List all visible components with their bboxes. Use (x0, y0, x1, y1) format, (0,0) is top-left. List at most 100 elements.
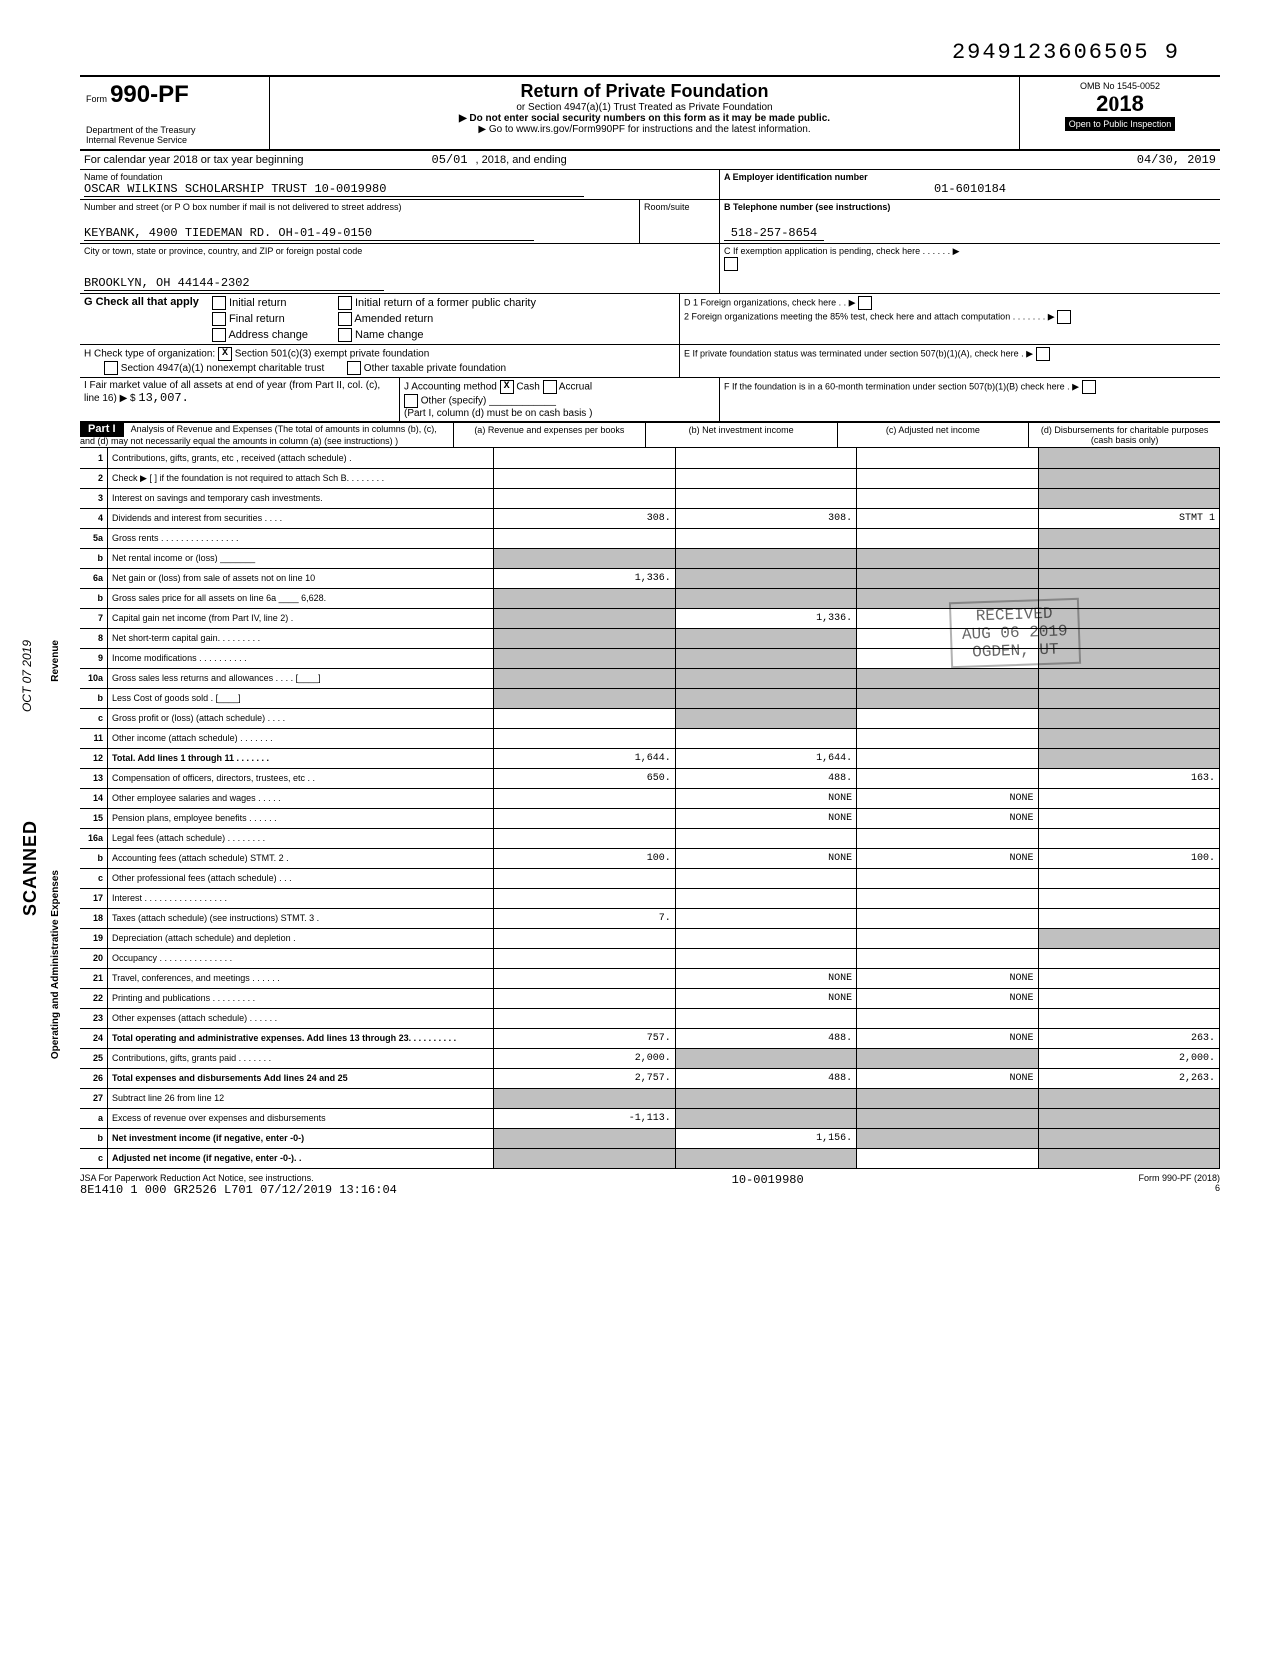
phone-value: 518-257-8654 (724, 226, 824, 241)
row-col-a (494, 1128, 675, 1148)
box-f: F If the foundation is in a 60-month ter… (724, 380, 1216, 394)
row-col-b: 488. (675, 1068, 856, 1088)
row-col-b (675, 448, 856, 468)
row-col-a (494, 488, 675, 508)
h-chk-501c3[interactable]: X (218, 347, 232, 361)
row-col-a: 757. (494, 1028, 675, 1048)
row-col-d (1038, 588, 1219, 608)
row-col-a (494, 548, 675, 568)
row-col-d (1038, 888, 1219, 908)
row-col-b: NONE (675, 988, 856, 1008)
table-row: 23Other expenses (attach schedule) . . .… (80, 1008, 1220, 1028)
row-col-b: NONE (675, 848, 856, 868)
row-desc: Income modifications . . . . . . . . . . (108, 648, 494, 668)
row-col-a (494, 448, 675, 468)
row-col-d (1038, 868, 1219, 888)
row-col-b (675, 528, 856, 548)
row-desc: Gross profit or (loss) (attach schedule)… (108, 708, 494, 728)
row-col-d (1038, 448, 1219, 468)
h-chk-4947[interactable] (104, 361, 118, 375)
row-col-a (494, 868, 675, 888)
row-num: 20 (80, 948, 108, 968)
row-col-b (675, 568, 856, 588)
table-row: 3Interest on savings and temporary cash … (80, 488, 1220, 508)
row-col-d (1038, 928, 1219, 948)
row-col-c (857, 1108, 1038, 1128)
addr-label: Number and street (or P O box number if … (84, 202, 635, 212)
row-col-b (675, 1008, 856, 1028)
row-desc: Subtract line 26 from line 12 (108, 1088, 494, 1108)
table-row: bAccounting fees (attach schedule) STMT.… (80, 848, 1220, 868)
footer-left1: JSA For Paperwork Reduction Act Notice, … (80, 1173, 397, 1183)
row-col-b (675, 548, 856, 568)
row-col-d (1038, 908, 1219, 928)
subtitle-3: ▶ Go to www.irs.gov/Form990PF for instru… (276, 124, 1013, 135)
j-accrual-chk[interactable] (543, 380, 557, 394)
table-row: 1Contributions, gifts, grants, etc , rec… (80, 448, 1220, 468)
row-desc: Gross sales less returns and allowances … (108, 668, 494, 688)
row-desc: Interest . . . . . . . . . . . . . . . .… (108, 888, 494, 908)
row-col-a (494, 608, 675, 628)
row-num: b (80, 548, 108, 568)
table-row: aExcess of revenue over expenses and dis… (80, 1108, 1220, 1128)
row-num: 23 (80, 1008, 108, 1028)
table-row: 20Occupancy . . . . . . . . . . . . . . … (80, 948, 1220, 968)
row-desc: Dividends and interest from securities .… (108, 508, 494, 528)
row-col-a (494, 1088, 675, 1108)
row-col-b (675, 708, 856, 728)
row-col-b (675, 868, 856, 888)
row-col-c: NONE (857, 988, 1038, 1008)
period-end: 04/30, 2019 (1137, 153, 1216, 167)
row-col-a (494, 928, 675, 948)
row-num: 14 (80, 788, 108, 808)
period-mid: , 2018, and ending (476, 154, 567, 166)
row-desc: Depreciation (attach schedule) and deple… (108, 928, 494, 948)
row-desc: Total operating and administrative expen… (108, 1028, 494, 1048)
table-row: 12Total. Add lines 1 through 11 . . . . … (80, 748, 1220, 768)
h-chk-other[interactable] (347, 361, 361, 375)
row-col-a: 1,336. (494, 568, 675, 588)
row-num: 21 (80, 968, 108, 988)
table-row: 11Other income (attach schedule) . . . .… (80, 728, 1220, 748)
col-b: (b) Net investment income (646, 423, 838, 447)
g-label: G Check all that apply (84, 296, 199, 308)
row-col-a (494, 1148, 675, 1168)
row-col-d: 263. (1038, 1028, 1219, 1048)
h-label: H Check type of organization: (84, 349, 215, 360)
row-col-c (857, 468, 1038, 488)
row-num: 26 (80, 1068, 108, 1088)
i-value: 13,007. (138, 391, 188, 405)
row-col-b (675, 648, 856, 668)
j-note: (Part I, column (d) must be on cash basi… (404, 408, 592, 419)
box-c-checkbox[interactable] (724, 257, 738, 271)
address-row: Number and street (or P O box number if … (80, 200, 1220, 244)
row-col-d (1038, 708, 1219, 728)
table-row: bGross sales price for all assets on lin… (80, 588, 1220, 608)
row-col-d: 2,000. (1038, 1048, 1219, 1068)
row-desc: Contributions, gifts, grants, etc , rece… (108, 448, 494, 468)
row-col-b: 1,156. (675, 1128, 856, 1148)
row-col-c (857, 728, 1038, 748)
row-num: 3 (80, 488, 108, 508)
table-row: bNet investment income (if negative, ent… (80, 1128, 1220, 1148)
row-desc: Net investment income (if negative, ente… (108, 1128, 494, 1148)
row-num: 11 (80, 728, 108, 748)
foundation-name: OSCAR WILKINS SCHOLARSHIP TRUST 10-00199… (84, 182, 584, 197)
row-num: 27 (80, 1088, 108, 1108)
row-col-a: 650. (494, 768, 675, 788)
row-col-d (1038, 828, 1219, 848)
row-col-a (494, 1008, 675, 1028)
name-label: Name of foundation (84, 172, 715, 182)
section-ij: I Fair market value of all assets at end… (80, 378, 1220, 423)
j-cash-chk[interactable]: X (500, 380, 514, 394)
room-label: Room/suite (644, 202, 715, 212)
row-col-c (857, 868, 1038, 888)
row-col-c (857, 648, 1038, 668)
j-other-chk[interactable] (404, 394, 418, 408)
row-col-c (857, 628, 1038, 648)
row-col-d (1038, 1128, 1219, 1148)
j-cash: Cash (516, 382, 539, 393)
inspection-box: Open to Public Inspection (1065, 117, 1176, 131)
row-col-a: -1,113. (494, 1108, 675, 1128)
g-opt-initial: Initial return (212, 296, 308, 310)
